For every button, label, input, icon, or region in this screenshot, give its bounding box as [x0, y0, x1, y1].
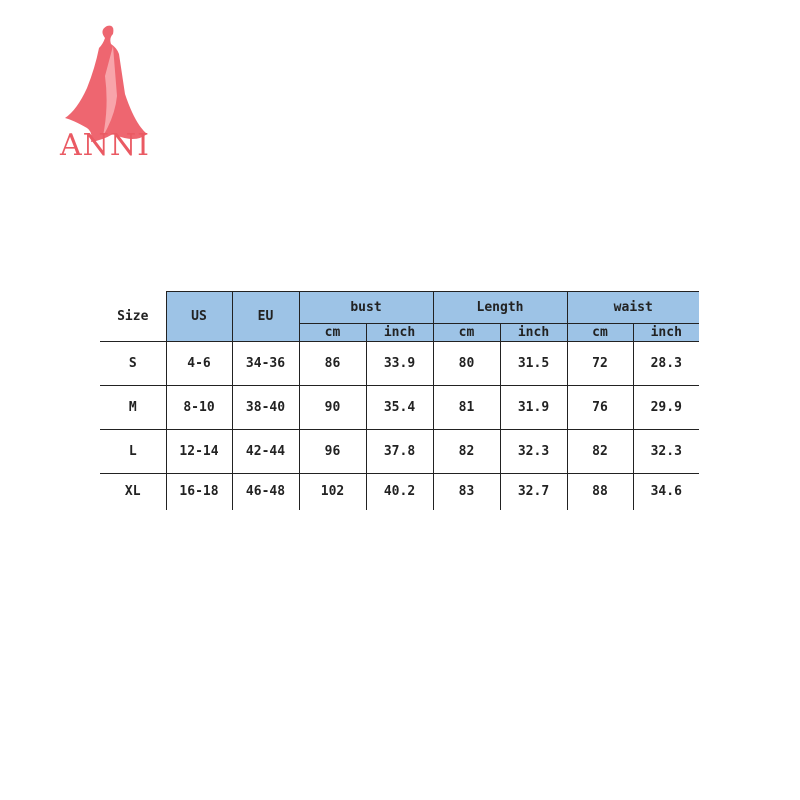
subheader-cell: cm	[566, 323, 634, 342]
table-cell: 90	[298, 385, 367, 430]
table-cell: 40.2	[365, 473, 434, 510]
brand-logo	[65, 25, 147, 142]
table-cell: 16-18	[165, 473, 233, 510]
table-row: L 12-14 42-44 96 37.8 82 32.3 82 32.3	[100, 429, 699, 474]
header-size: Size	[100, 291, 167, 342]
table-row: M 8-10 38-40 90 35.4 81 31.9 76 29.9	[100, 385, 699, 430]
table-cell: 32.3	[632, 429, 699, 474]
brand-name: ANNI	[59, 128, 150, 163]
table-cell: 34.6	[632, 473, 699, 510]
table-cell: 28.3	[632, 341, 699, 386]
table-cell: 80	[432, 341, 501, 386]
table-cell: 96	[298, 429, 367, 474]
table-cell: 31.9	[499, 385, 568, 430]
table-cell: 46-48	[231, 473, 300, 510]
table-cell: 35.4	[365, 385, 434, 430]
table-cell: 86	[298, 341, 367, 386]
subheader-cell: inch	[632, 323, 699, 342]
size-label-cell: XL	[100, 473, 167, 510]
table-cell: 37.8	[365, 429, 434, 474]
table-cell: 83	[432, 473, 501, 510]
header-length: Length	[432, 291, 568, 324]
table-cell: 82	[566, 429, 634, 474]
header-eu: EU	[231, 291, 300, 342]
subheader-cell: cm	[298, 323, 367, 342]
size-chart-table: Size US EU bust Length waist cm inch cm …	[100, 291, 699, 510]
table-cell: 33.9	[365, 341, 434, 386]
subheader-cell: inch	[365, 323, 434, 342]
header-us: US	[165, 291, 233, 342]
table-cell: 8-10	[165, 385, 233, 430]
table-row: S 4-6 34-36 86 33.9 80 31.5 72 28.3	[100, 341, 699, 386]
subheader-cell: inch	[499, 323, 568, 342]
table-cell: 34-36	[231, 341, 300, 386]
table-cell: 38-40	[231, 385, 300, 430]
table-cell: 12-14	[165, 429, 233, 474]
size-label-cell: M	[100, 385, 167, 430]
table-cell: 42-44	[231, 429, 300, 474]
header-row: Size US EU bust Length waist	[100, 291, 699, 342]
table-cell: 4-6	[165, 341, 233, 386]
header-waist: waist	[566, 291, 699, 324]
header-bust: bust	[298, 291, 434, 324]
subheader-row: cm inch cm inch cm inch	[100, 323, 699, 342]
table-cell: 32.7	[499, 473, 568, 510]
table-cell: 32.3	[499, 429, 568, 474]
table-cell: 29.9	[632, 385, 699, 430]
table-cell: 88	[566, 473, 634, 510]
table-cell: 102	[298, 473, 367, 510]
table-row: XL 16-18 46-48 102 40.2 83 32.7 88 34.6	[100, 473, 699, 510]
size-label-cell: L	[100, 429, 167, 474]
table-cell: 81	[432, 385, 501, 430]
table-cell: 31.5	[499, 341, 568, 386]
table-cell: 72	[566, 341, 634, 386]
table-cell: 82	[432, 429, 501, 474]
size-label-cell: S	[100, 341, 167, 386]
subheader-cell: cm	[432, 323, 501, 342]
table-cell: 76	[566, 385, 634, 430]
